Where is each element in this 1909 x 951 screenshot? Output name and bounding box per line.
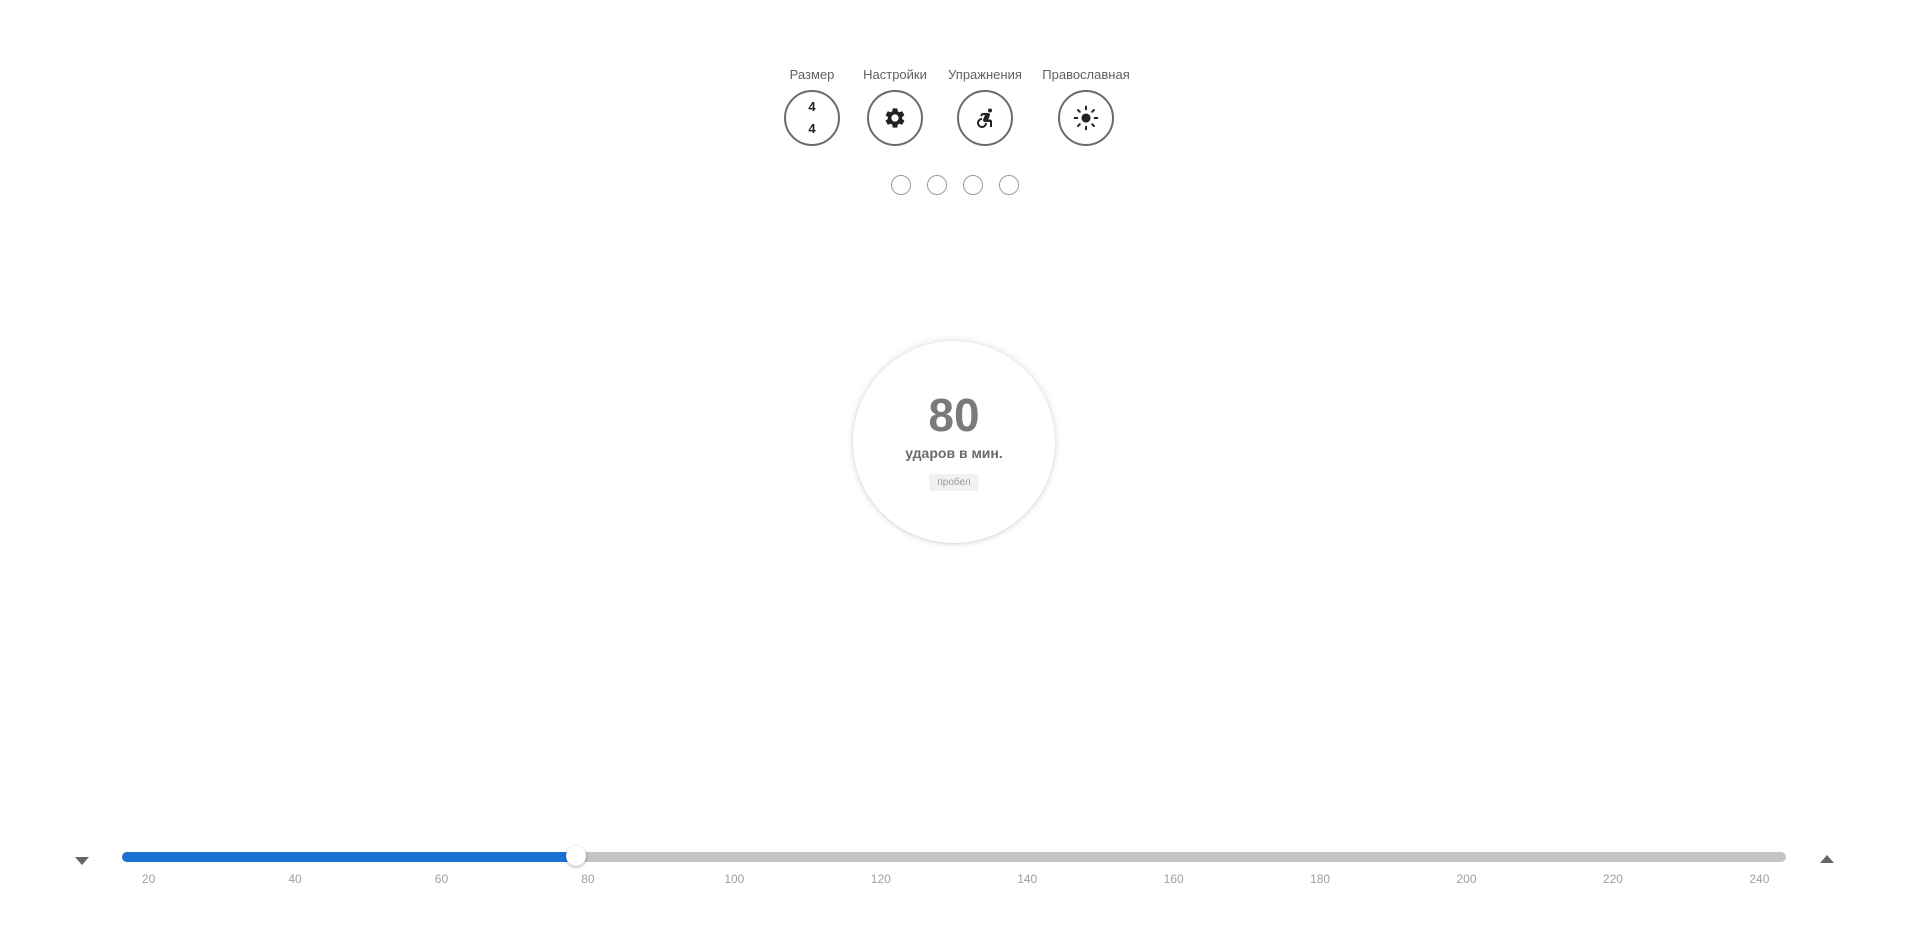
- exercises-label: Упражнения: [948, 67, 1022, 82]
- beat-dot-4[interactable]: [999, 175, 1019, 195]
- gear-icon: [885, 108, 905, 128]
- slider-fill: [122, 852, 576, 862]
- time-signature-denominator: 4: [808, 121, 816, 136]
- beat-dot-2[interactable]: [927, 175, 947, 195]
- slider-tick-label: 180: [1310, 872, 1331, 886]
- beat-indicators: [0, 175, 1909, 197]
- slider-tick-label: 40: [288, 872, 302, 886]
- time-signature-numerator: 4: [808, 99, 816, 114]
- slider-tick-label: 80: [581, 872, 595, 886]
- control-settings: Настройки: [835, 66, 955, 146]
- settings-label: Настройки: [863, 67, 927, 82]
- slider-thumb[interactable]: [565, 846, 586, 866]
- slider-tick-labels: 20 40 60 80 100 120 140 160 180 200 220 240: [122, 872, 1786, 888]
- beat-dot-1[interactable]: [891, 175, 911, 195]
- control-theme: Православная: [1026, 66, 1146, 146]
- slider-tick-label: 120: [870, 872, 891, 886]
- tempo-increase-arrow-icon[interactable]: [1820, 855, 1834, 863]
- slider-tick-label: 220: [1602, 872, 1623, 886]
- spacebar-hint: пробел: [929, 474, 979, 491]
- tempo-unit: ударов в мин.: [905, 445, 1003, 461]
- tempo-start-button[interactable]: 80 ударов в мин. пробел: [853, 341, 1055, 543]
- control-exercises: Упражнения: [925, 66, 1045, 146]
- time-signature-button[interactable]: 4 4: [784, 90, 840, 146]
- tempo-value: 80: [928, 389, 980, 441]
- top-controls: Размер 4 4 Настройки Упражнения: [0, 66, 1909, 156]
- settings-button[interactable]: [867, 90, 923, 146]
- slider-track[interactable]: [122, 852, 1786, 862]
- slider-tick-label: 160: [1163, 872, 1184, 886]
- sun-icon: [1073, 105, 1099, 131]
- accessible-forward-icon: [977, 108, 992, 128]
- exercises-button[interactable]: [957, 90, 1013, 146]
- tempo-decrease-arrow-icon[interactable]: [75, 857, 89, 865]
- slider-tick-label: 100: [724, 872, 745, 886]
- slider-tick-label: 240: [1749, 872, 1770, 886]
- control-size: Размер 4 4: [752, 66, 872, 146]
- beat-dot-3[interactable]: [963, 175, 983, 195]
- slider-tick-label: 60: [434, 872, 449, 886]
- slider-tick-label: 140: [1017, 872, 1038, 886]
- theme-label: Православная: [1042, 67, 1130, 82]
- slider-tick-label: 20: [141, 872, 156, 886]
- theme-button[interactable]: [1058, 90, 1114, 146]
- slider-tick-label: 200: [1456, 872, 1477, 886]
- size-label: Размер: [789, 67, 835, 82]
- tempo-slider[interactable]: [122, 846, 1786, 866]
